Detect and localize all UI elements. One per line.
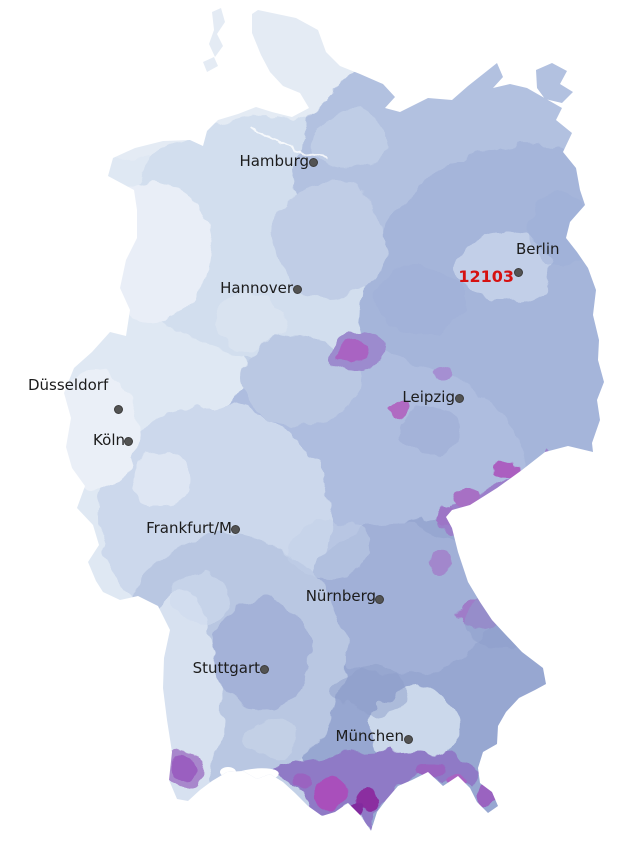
city-marker-hamburg xyxy=(308,157,318,167)
city-marker-nrnberg xyxy=(374,594,384,604)
city-marker-dsseldorf xyxy=(113,404,123,414)
city-label-mnchen: München xyxy=(335,727,404,745)
city-label-kln: Köln xyxy=(93,431,125,449)
city-marker-stuttgart xyxy=(259,664,269,674)
city-label-stuttgart: Stuttgart xyxy=(192,659,260,677)
city-marker-frankfurtm xyxy=(230,524,240,534)
lake-bodensee-west xyxy=(220,767,236,777)
city-label-frankfurtm: Frankfurt/M xyxy=(146,519,232,537)
city-label-leipzig: Leipzig xyxy=(402,388,455,406)
city-label-nrnberg: Nürnberg xyxy=(305,587,376,605)
city-marker-mnchen xyxy=(403,734,413,744)
city-label-hannover: Hannover xyxy=(220,279,293,297)
city-marker-hannover xyxy=(292,284,302,294)
city-label-berlin: Berlin xyxy=(516,240,560,258)
highlighted-postcode-label: 12103 xyxy=(458,267,514,286)
city-label-dsseldorf: Düsseldorf xyxy=(28,376,109,394)
city-label-hamburg: Hamburg xyxy=(239,152,309,170)
city-marker-leipzig xyxy=(454,393,464,403)
city-marker-berlin xyxy=(513,267,523,277)
city-marker-kln xyxy=(123,436,133,446)
